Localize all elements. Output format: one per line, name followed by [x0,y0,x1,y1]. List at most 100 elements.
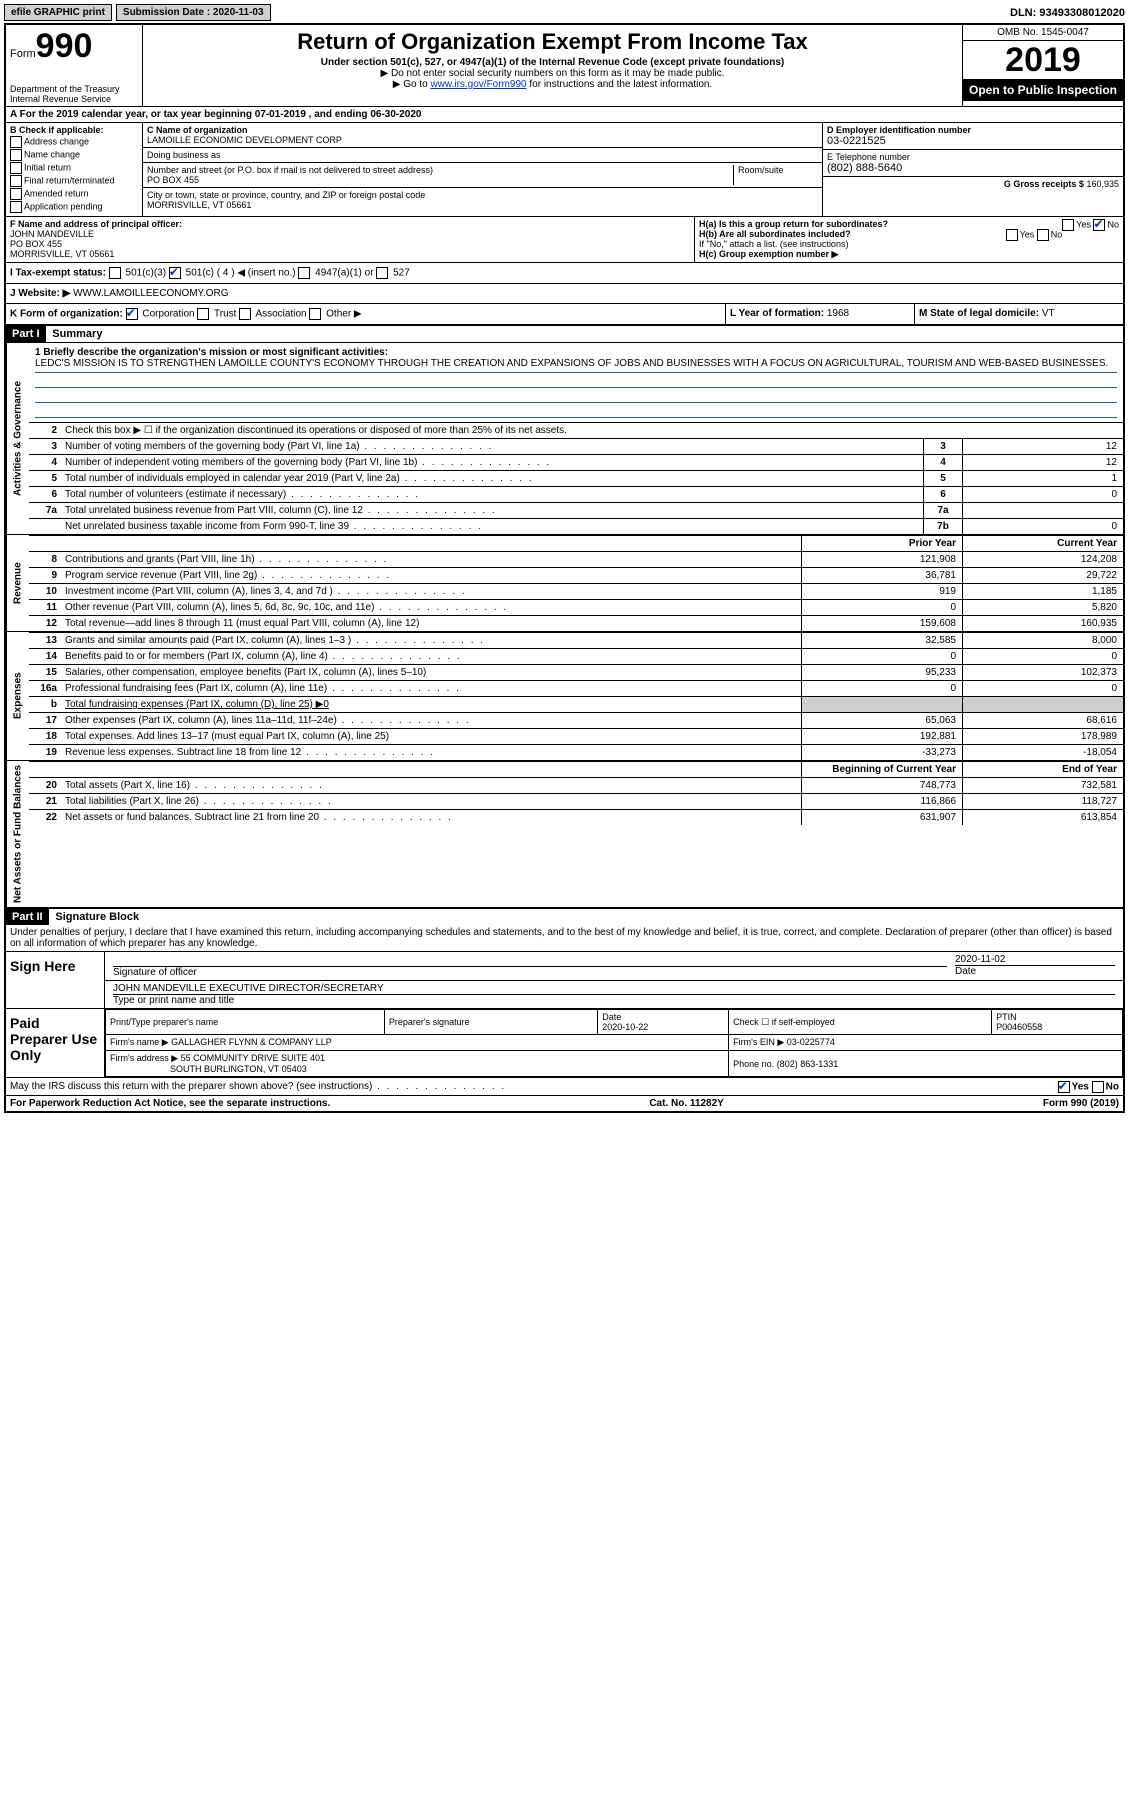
line-2: Check this box ▶ ☐ if the organization d… [61,423,1123,439]
row-num: 13 [29,633,61,649]
row-num: 10 [29,584,61,600]
part-i-title: Summary [48,326,106,342]
check-initial[interactable] [10,162,22,174]
website-value: WWW.LAMOILLEECONOMY.ORG [73,288,228,299]
k-assoc-check[interactable] [239,308,251,320]
row-prior: 0 [802,649,963,665]
row-curr: 178,989 [963,729,1124,745]
row-num [29,519,61,535]
i-501c-check[interactable] [169,267,181,279]
side-governance: Activities & Governance [6,343,29,534]
check-address-change[interactable] [10,136,22,148]
mission-label: 1 Briefly describe the organization's mi… [35,347,388,358]
col-eoy: End of Year [963,762,1124,778]
ptin-label: PTIN [996,1012,1017,1022]
part-i: Part I Summary Activities & Governance 1… [6,326,1123,909]
irs-label: Internal Revenue Service [10,94,138,104]
footer-right: Form 990 (2019) [1043,1098,1119,1109]
firm-name: GALLAGHER FLYNN & COMPANY LLP [171,1037,332,1047]
dba-label: Doing business as [147,150,818,160]
row-num: 19 [29,745,61,761]
org-name-label: C Name of organization [147,125,818,135]
table-row: 4Number of independent voting members of… [29,455,1123,471]
form-subtitle: Under section 501(c), 527, or 4947(a)(1)… [149,57,956,68]
row-num: 12 [29,616,61,632]
row-val: 12 [963,455,1124,471]
row-prior: 95,233 [802,665,963,681]
row-curr: 8,000 [963,633,1124,649]
row-text: Professional fundraising fees (Part IX, … [61,681,802,697]
header-mid: Return of Organization Exempt From Incom… [143,25,962,106]
city-label: City or town, state or province, country… [147,190,818,200]
k-corp-check[interactable] [126,308,138,320]
f-addr1: PO BOX 455 [10,239,62,249]
row-num: 4 [29,455,61,471]
opt-amended: Amended return [24,188,89,198]
ha-yes-check[interactable] [1062,219,1074,231]
row-text: Grants and similar amounts paid (Part IX… [61,633,802,649]
row-text: Other revenue (Part VIII, column (A), li… [61,600,802,616]
discuss-yes: Yes [1072,1082,1089,1093]
discuss-text: May the IRS discuss this return with the… [10,1081,506,1092]
hb-no-check[interactable] [1037,229,1049,241]
paid-preparer-label: Paid Preparer Use Only [6,1009,105,1077]
check-amended[interactable] [10,188,22,200]
row-val: 12 [963,439,1124,455]
row-prior: 748,773 [802,778,963,794]
row-prior: 121,908 [802,552,963,568]
efile-button[interactable]: efile GRAPHIC print [4,4,112,21]
irs-link[interactable]: www.irs.gov/Form990 [430,79,526,90]
k-trust: Trust [214,309,236,320]
row-num: 16a [29,681,61,697]
addr-value: PO BOX 455 [147,175,733,185]
row-fh: F Name and address of principal officer:… [6,217,1123,263]
row-num: 7a [29,503,61,519]
discuss-no-check[interactable] [1092,1081,1104,1093]
row-num: 21 [29,794,61,810]
ein-value: 03-0221525 [827,135,1119,147]
check-pending[interactable] [10,201,22,213]
i-527-check[interactable] [376,267,388,279]
k-other-check[interactable] [309,308,321,320]
row-text: Program service revenue (Part VIII, line… [61,568,802,584]
hb-yes-check[interactable] [1006,229,1018,241]
row-text: Total number of individuals employed in … [61,471,924,487]
form-label: Form [10,48,36,60]
box-b-heading: B Check if applicable: [10,125,138,135]
header-left: Form990 Department of the Treasury Inter… [6,25,143,106]
form-container: Form990 Department of the Treasury Inter… [4,23,1125,1113]
l-label: L Year of formation: [730,308,824,319]
table-row: 10Investment income (Part VIII, column (… [29,584,1123,600]
table-row: 12Total revenue—add lines 8 through 11 (… [29,616,1123,632]
table-row: 7aTotal unrelated business revenue from … [29,503,1123,519]
row-num: 3 [29,439,61,455]
table-row: 17Other expenses (Part IX, column (A), l… [29,713,1123,729]
discuss-yes-check[interactable] [1058,1081,1070,1093]
submission-date-button[interactable]: Submission Date : 2020-11-03 [116,4,271,21]
form-title: Return of Organization Exempt From Incom… [149,29,956,55]
i-501c3-check[interactable] [109,267,121,279]
m-label: M State of legal domicile: [919,308,1039,319]
ha-no-check[interactable] [1093,219,1105,231]
row-curr: 613,854 [963,810,1124,826]
check-final[interactable] [10,175,22,187]
row-prior: 919 [802,584,963,600]
i-4947-check[interactable] [298,267,310,279]
prep-name-label: Print/Type preparer's name [106,1010,385,1035]
k-trust-check[interactable] [197,308,209,320]
opt-name: Name change [24,149,80,159]
check-name-change[interactable] [10,149,22,161]
officer-label: Type or print name and title [113,994,1115,1006]
row-curr-shade [963,697,1124,713]
footer-left: For Paperwork Reduction Act Notice, see … [10,1098,330,1109]
dln-label: DLN: 93493308012020 [1010,7,1125,19]
dept-label: Department of the Treasury [10,84,138,94]
hb-label: H(b) Are all subordinates included? [699,229,851,239]
row-box: 4 [924,455,963,471]
row-num: 11 [29,600,61,616]
i-527: 527 [393,268,410,279]
side-net-assets: Net Assets or Fund Balances [6,761,29,907]
note-post: for instructions and the latest informat… [527,79,713,90]
note-link-line: ▶ Go to www.irs.gov/Form990 for instruct… [149,79,956,90]
part-ii-header: Part II [6,909,49,925]
